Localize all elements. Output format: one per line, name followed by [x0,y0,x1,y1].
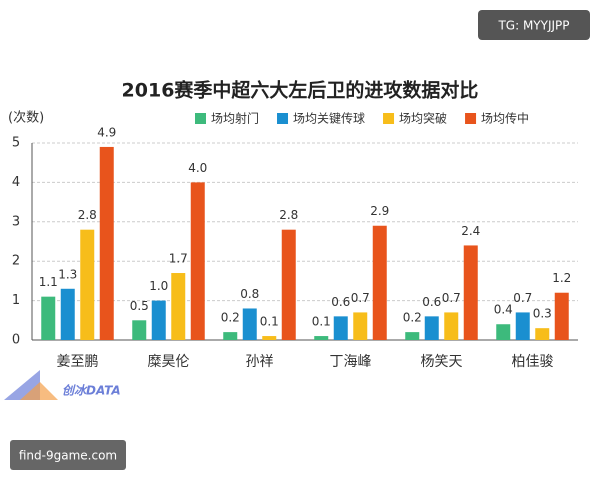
x-tick-label: 杨笑天 [421,354,463,370]
legend-label: 场均射门 [211,111,259,126]
chart-title: 2016赛季中超六大左后卫的进攻数据对比 [122,79,479,102]
value-label: 0.3 [533,307,552,321]
bar [314,336,329,340]
value-label: 1.1 [39,275,58,289]
legend-swatch [383,113,395,124]
y-tick-label: 4 [12,175,20,190]
value-label: 1.7 [169,252,188,266]
value-label: 2.4 [461,224,480,238]
watermark-box [478,10,590,40]
x-tick-label: 孙祥 [246,354,274,370]
value-label: 0.6 [331,295,350,309]
x-tick-label: 糜昊伦 [148,353,190,370]
value-label: 0.7 [351,291,370,305]
value-label: 1.3 [58,267,77,281]
watermark: TG: MYYJJPP [497,19,569,33]
value-label: 2.8 [279,208,298,222]
value-label: 0.1 [312,315,331,329]
bar [405,332,420,340]
bar [554,292,569,340]
legend-swatch [195,113,206,124]
value-label: 0.1 [260,315,279,329]
value-label: 0.6 [422,295,441,309]
bar [242,308,257,340]
bar [535,328,550,340]
watermark-box [10,440,126,470]
value-label: 0.7 [513,291,532,305]
x-tick-label: 姜至鹏 [57,354,99,370]
bar [41,296,56,340]
bar [60,288,75,340]
x-tick-label: 柏佳骏 [512,354,554,370]
x-tick-label: 丁海峰 [330,354,372,370]
y-tick-label: 2 [12,254,20,269]
bar [99,146,114,340]
value-label: 0.2 [221,311,240,325]
bar [151,300,166,340]
value-label: 0.7 [442,291,461,305]
bar [424,316,439,340]
bar [190,182,205,340]
legend-label: 场均传中 [481,111,529,126]
legend-label: 场均突破 [399,111,447,126]
value-label: 4.9 [97,125,116,139]
bar [262,336,277,340]
legend-swatch [277,113,289,124]
y-tick-label: 0 [12,333,20,348]
value-label: 2.8 [78,208,97,222]
logo-icon [20,382,58,400]
y-axis-label: (次数) [8,110,44,126]
watermark: find-9game.com [19,449,117,463]
bar [496,324,511,340]
bar [80,229,95,340]
bar [333,316,348,340]
bar [171,273,186,340]
value-label: 2.9 [370,204,389,218]
value-label: 1.0 [149,279,168,293]
bar [463,245,478,340]
y-tick-label: 1 [12,293,20,308]
value-label: 0.2 [403,311,422,325]
value-label: 1.2 [552,271,571,285]
bar [444,312,459,340]
legend-label: 场均关键传球 [293,111,365,126]
logo: 创冰DATA [62,384,121,398]
value-label: 0.5 [130,299,149,313]
bar [372,225,387,340]
value-label: 0.8 [240,287,259,301]
y-tick-label: 5 [12,136,20,151]
bar [281,229,296,340]
legend-swatch [465,113,477,124]
value-label: 4.0 [188,161,207,175]
bar [515,312,530,340]
bar [223,332,238,340]
bar [353,312,368,340]
y-tick-label: 3 [12,214,20,229]
value-label: 0.4 [494,303,513,317]
bar [132,320,147,340]
